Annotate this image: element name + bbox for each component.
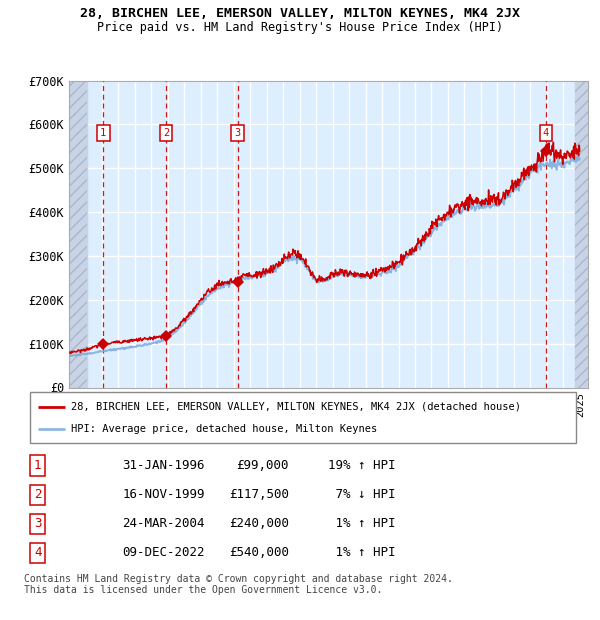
Text: £540,000: £540,000 <box>229 546 289 559</box>
Text: 1% ↑ HPI: 1% ↑ HPI <box>328 517 396 530</box>
Text: 28, BIRCHEN LEE, EMERSON VALLEY, MILTON KEYNES, MK4 2JX (detached house): 28, BIRCHEN LEE, EMERSON VALLEY, MILTON … <box>71 402 521 412</box>
Text: £99,000: £99,000 <box>236 459 289 472</box>
Text: Price paid vs. HM Land Registry's House Price Index (HPI): Price paid vs. HM Land Registry's House … <box>97 21 503 34</box>
Text: 1% ↑ HPI: 1% ↑ HPI <box>328 546 396 559</box>
Text: 4: 4 <box>542 128 549 138</box>
FancyBboxPatch shape <box>30 392 576 443</box>
Text: 19% ↑ HPI: 19% ↑ HPI <box>328 459 396 472</box>
Text: 24-MAR-2004: 24-MAR-2004 <box>122 517 205 530</box>
Bar <box>69 81 87 388</box>
Text: Contains HM Land Registry data © Crown copyright and database right 2024.
This d: Contains HM Land Registry data © Crown c… <box>24 574 453 595</box>
Text: £240,000: £240,000 <box>229 517 289 530</box>
Text: 2: 2 <box>34 489 41 501</box>
Text: 3: 3 <box>235 128 241 138</box>
Text: 1: 1 <box>100 128 106 138</box>
Text: 4: 4 <box>34 546 41 559</box>
Text: 16-NOV-1999: 16-NOV-1999 <box>122 489 205 501</box>
Text: 7% ↓ HPI: 7% ↓ HPI <box>328 489 396 501</box>
Text: HPI: Average price, detached house, Milton Keynes: HPI: Average price, detached house, Milt… <box>71 424 377 434</box>
Text: 1: 1 <box>34 459 41 472</box>
Text: 31-JAN-1996: 31-JAN-1996 <box>122 459 205 472</box>
Text: £117,500: £117,500 <box>229 489 289 501</box>
Text: 2: 2 <box>163 128 169 138</box>
Bar <box>575 81 588 388</box>
Text: 3: 3 <box>34 517 41 530</box>
Text: 28, BIRCHEN LEE, EMERSON VALLEY, MILTON KEYNES, MK4 2JX: 28, BIRCHEN LEE, EMERSON VALLEY, MILTON … <box>80 7 520 20</box>
Text: 09-DEC-2022: 09-DEC-2022 <box>122 546 205 559</box>
Bar <box>69 81 87 388</box>
Bar <box>575 81 588 388</box>
